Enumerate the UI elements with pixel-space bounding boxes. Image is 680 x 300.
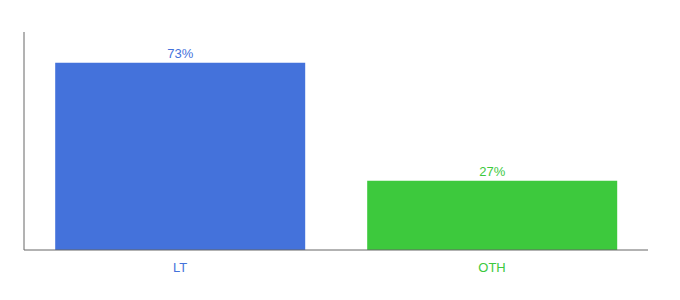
- svg-text:OTH: OTH: [478, 260, 505, 275]
- svg-text:LT: LT: [173, 260, 187, 275]
- svg-text:73%: 73%: [167, 46, 193, 61]
- svg-text:27%: 27%: [479, 164, 505, 179]
